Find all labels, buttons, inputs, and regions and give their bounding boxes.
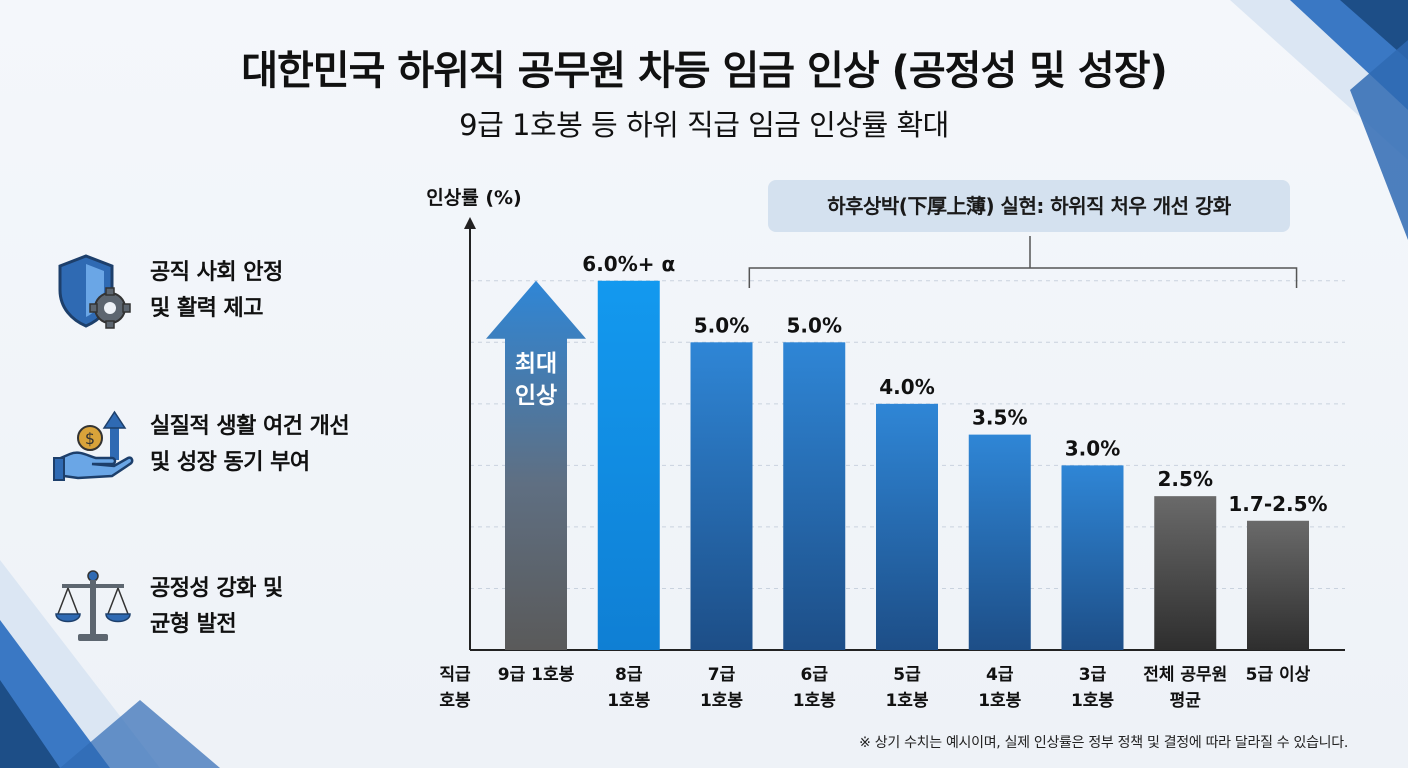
arrow-label: 최대 xyxy=(515,351,557,377)
category-label: 1호봉 xyxy=(793,691,836,711)
bar xyxy=(1061,465,1124,650)
data-label: 6.0%+ α xyxy=(582,252,675,276)
bar xyxy=(783,342,846,650)
category-label: 1호봉 xyxy=(1071,691,1114,711)
bar xyxy=(1154,496,1217,650)
data-label: 5.0% xyxy=(694,313,749,337)
balance-scale-icon xyxy=(55,570,131,641)
benefit-motivation: $ 실질적 생활 여건 개선 및 성장 동기 부여 xyxy=(52,404,350,486)
category-label: 1호봉 xyxy=(978,691,1021,711)
data-label: 2.5% xyxy=(1158,467,1213,491)
category-label: 1호봉 xyxy=(885,691,928,711)
benefit-text: 실질적 생활 여건 개선 및 성장 동기 부여 xyxy=(150,414,350,475)
svg-text:$: $ xyxy=(85,429,95,448)
category-label: 7급 xyxy=(708,665,736,685)
y-axis-arrow xyxy=(464,217,476,229)
category-label: 1호봉 xyxy=(607,691,650,711)
page-subtitle: 9급 1호봉 등 하위 직급 임금 인상률 확대 xyxy=(459,108,949,142)
benefit-text: 공직 사회 안정 및 활력 제고 xyxy=(150,260,283,321)
footnote: ※ 상기 수치는 예시이며, 실제 인상률은 정부 정책 및 결정에 따라 달라… xyxy=(859,735,1348,751)
x-axis-label: 호봉 xyxy=(439,691,471,711)
data-label: 1.7-2.5% xyxy=(1228,492,1327,516)
y-axis-label: 인상률 (%) xyxy=(426,187,521,209)
arrow-label: 인상 xyxy=(515,383,557,409)
bar-arrow xyxy=(486,280,586,650)
category-label: 3급 xyxy=(1079,665,1107,685)
bar xyxy=(968,434,1031,650)
policy-callout: 하후상박(下厚上薄) 실현: 하위직 처우 개선 강화 xyxy=(768,180,1290,232)
data-label: 4.0% xyxy=(879,375,934,399)
data-label: 3.5% xyxy=(972,406,1027,430)
bar xyxy=(597,280,660,650)
data-label: 5.0% xyxy=(787,313,842,337)
category-label: 평균 xyxy=(1170,691,1202,711)
category-label: 9급 1호봉 xyxy=(498,665,575,685)
bar xyxy=(690,342,753,650)
x-axis-label: 직급 xyxy=(439,665,471,685)
page-title: 대한민국 하위직 공무원 차등 임금 인상 (공정성 및 성장) xyxy=(241,48,1168,94)
category-label: 전체 공무원 xyxy=(1143,665,1227,685)
hand-coin-up-arrow-icon: $ xyxy=(53,410,134,481)
bar xyxy=(876,403,938,650)
benefit-fairness: 공정성 강화 및 균형 발전 xyxy=(52,566,283,648)
benefit-text: 공정성 강화 및 균형 발전 xyxy=(150,576,283,637)
category-label: 4급 xyxy=(986,665,1014,685)
callout-bracket xyxy=(748,236,1298,288)
shield-gear-icon xyxy=(58,254,131,329)
data-label: 3.0% xyxy=(1065,436,1120,460)
category-label: 5급 이상 xyxy=(1246,665,1311,685)
benefit-stability: 공직 사회 안정 및 활력 제고 xyxy=(52,250,283,332)
bar xyxy=(1247,520,1309,650)
category-label: 1호봉 xyxy=(700,691,743,711)
category-label: 5급 xyxy=(893,665,921,685)
category-label: 6급 xyxy=(801,665,829,685)
category-label: 8급 xyxy=(615,665,643,685)
